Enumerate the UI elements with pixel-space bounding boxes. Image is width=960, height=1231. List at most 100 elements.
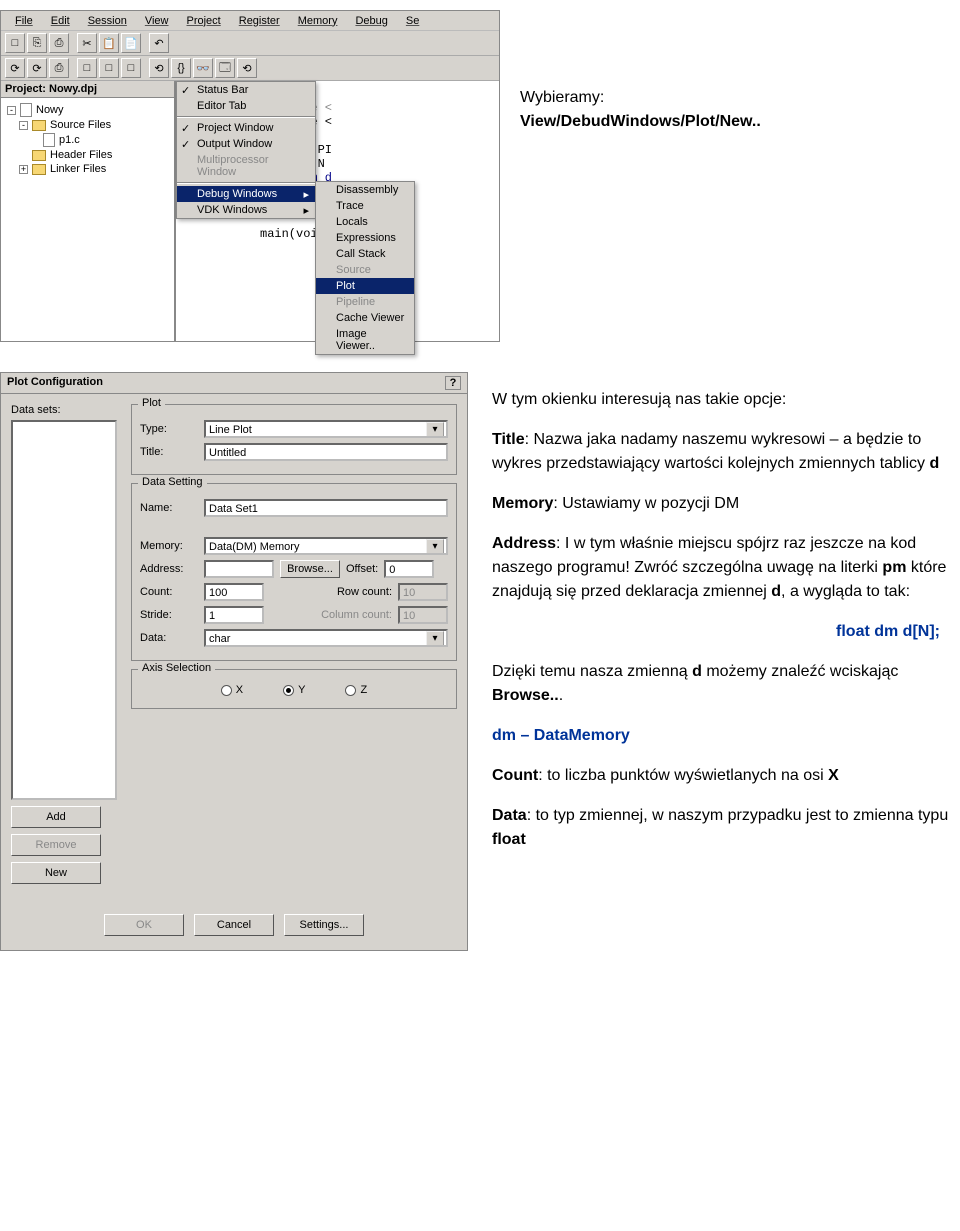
tb2-icon[interactable]: ⎙ bbox=[49, 58, 69, 78]
group-legend: Plot bbox=[138, 397, 165, 409]
text-line: Data: to typ zmiennej, w naszym przypadk… bbox=[492, 804, 960, 852]
tb2-icon[interactable]: ⟳ bbox=[27, 58, 47, 78]
settings-button[interactable]: Settings... bbox=[284, 914, 364, 936]
plot-config-dialog: Plot Configuration ? Data sets: Add Remo… bbox=[0, 372, 468, 951]
submenu-disassembly[interactable]: Disassembly bbox=[316, 182, 414, 198]
tree-header-files[interactable]: Header Files bbox=[3, 148, 172, 162]
radio-icon[interactable] bbox=[283, 685, 294, 696]
submenu-locals[interactable]: Locals bbox=[316, 214, 414, 230]
cancel-button[interactable]: Cancel bbox=[194, 914, 274, 936]
file-icon bbox=[43, 133, 55, 147]
address-input[interactable] bbox=[204, 560, 274, 578]
tree-p1c[interactable]: p1.c bbox=[3, 132, 172, 148]
tb-cut-icon[interactable]: ✂ bbox=[77, 33, 97, 53]
ide-window: File Edit Session View Project Register … bbox=[0, 10, 500, 342]
menu-view[interactable]: View bbox=[137, 13, 177, 29]
menu-memory[interactable]: Memory bbox=[290, 13, 346, 29]
menu-edit[interactable]: Edit bbox=[43, 13, 78, 29]
tree-root[interactable]: - Nowy bbox=[3, 102, 172, 118]
tb2-watch-icon[interactable]: 👓 bbox=[193, 58, 213, 78]
radio-icon[interactable] bbox=[345, 685, 356, 696]
menu-project[interactable]: Project bbox=[179, 13, 229, 29]
tree-linker-files[interactable]: + Linker Files bbox=[3, 162, 172, 176]
axis-x[interactable]: X bbox=[221, 684, 243, 696]
expander-icon[interactable]: + bbox=[19, 165, 28, 174]
tb2-icon[interactable]: □ bbox=[121, 58, 141, 78]
menu-debug-windows[interactable]: Debug Windows▸ bbox=[177, 186, 315, 202]
code-editor: Status Bar Editor Tab Project Window Out… bbox=[176, 81, 499, 341]
tb2-icon[interactable]: □ bbox=[77, 58, 97, 78]
expander-icon[interactable]: - bbox=[7, 106, 16, 115]
tb-new-icon[interactable]: □ bbox=[5, 33, 25, 53]
tb-save-icon[interactable]: ⎙ bbox=[49, 33, 69, 53]
tb2-window-icon[interactable]: 🗔 bbox=[215, 58, 235, 78]
stride-input[interactable]: 1 bbox=[204, 606, 264, 624]
submenu-pipeline: Pipeline bbox=[316, 294, 414, 310]
menu-status-bar[interactable]: Status Bar bbox=[177, 82, 315, 98]
name-label: Name: bbox=[140, 502, 198, 514]
tb-open-icon[interactable]: ⎘ bbox=[27, 33, 47, 53]
memory-combo[interactable]: Data(DM) Memory bbox=[204, 537, 448, 555]
title-input[interactable]: Untitled bbox=[204, 443, 448, 461]
expander-icon[interactable]: - bbox=[19, 121, 28, 130]
ok-button: OK bbox=[104, 914, 184, 936]
explanation-right: W tym okienku interesują nas takie opcje… bbox=[492, 372, 960, 868]
title-label: Title: bbox=[140, 446, 198, 458]
tree-source-files[interactable]: - Source Files bbox=[3, 118, 172, 132]
tree-label: Linker Files bbox=[50, 163, 106, 175]
menu-session[interactable]: Session bbox=[80, 13, 135, 29]
submenu-imageviewer[interactable]: Image Viewer.. bbox=[316, 326, 414, 354]
type-combo[interactable]: Line Plot bbox=[204, 420, 448, 438]
tree-label: p1.c bbox=[59, 134, 80, 146]
offset-input[interactable]: 0 bbox=[384, 560, 434, 578]
tb-copy-icon[interactable]: 📋 bbox=[99, 33, 119, 53]
data-combo[interactable]: char bbox=[204, 629, 448, 647]
project-tree: - Nowy - Source Files p1.c bbox=[1, 98, 174, 180]
submenu-source: Source bbox=[316, 262, 414, 278]
tb2-icon[interactable]: □ bbox=[99, 58, 119, 78]
radio-icon[interactable] bbox=[221, 685, 232, 696]
folder-icon bbox=[32, 120, 46, 131]
menu-debug[interactable]: Debug bbox=[347, 13, 395, 29]
menu-multiproc: Multiprocessor Window bbox=[177, 152, 315, 180]
dialog-titlebar: Plot Configuration ? bbox=[1, 373, 467, 394]
address-label: Address: bbox=[140, 563, 198, 575]
submenu-plot[interactable]: Plot bbox=[316, 278, 414, 294]
tb2-icon[interactable]: ⟳ bbox=[5, 58, 25, 78]
menu-vdk-windows[interactable]: VDK Windows▸ bbox=[177, 202, 315, 218]
data-sets-listbox[interactable] bbox=[11, 420, 117, 800]
submenu-callstack[interactable]: Call Stack bbox=[316, 246, 414, 262]
add-button[interactable]: Add bbox=[11, 806, 101, 828]
help-icon[interactable]: ? bbox=[445, 376, 461, 390]
tb-paste-icon[interactable]: 📄 bbox=[121, 33, 141, 53]
menu-project-window[interactable]: Project Window bbox=[177, 120, 315, 136]
stride-label: Stride: bbox=[140, 609, 198, 621]
colcount-label: Column count: bbox=[321, 609, 392, 621]
data-sets-label: Data sets: bbox=[11, 404, 121, 416]
tb-undo-icon[interactable]: ↶ bbox=[149, 33, 169, 53]
browse-button[interactable]: Browse... bbox=[280, 560, 340, 578]
text-line: Memory: Ustawiamy w pozycji DM bbox=[492, 492, 960, 516]
name-input[interactable]: Data Set1 bbox=[204, 499, 448, 517]
count-input[interactable]: 100 bbox=[204, 583, 264, 601]
submenu-expressions[interactable]: Expressions bbox=[316, 230, 414, 246]
submenu-trace[interactable]: Trace bbox=[316, 198, 414, 214]
plot-group: Plot Type: Line Plot Title: Untitled bbox=[131, 404, 457, 475]
text-line: W tym okienku interesują nas takie opcje… bbox=[492, 388, 960, 412]
text-line: dm – DataMemory bbox=[492, 724, 960, 748]
menu-editor-tab[interactable]: Editor Tab bbox=[177, 98, 315, 114]
submenu-cacheviewer[interactable]: Cache Viewer bbox=[316, 310, 414, 326]
new-button[interactable]: New bbox=[11, 862, 101, 884]
menu-output-window[interactable]: Output Window bbox=[177, 136, 315, 152]
menu-register[interactable]: Register bbox=[231, 13, 288, 29]
tb2-icon[interactable]: ⟲ bbox=[237, 58, 257, 78]
tb2-icon[interactable]: ⟲ bbox=[149, 58, 169, 78]
tree-label: Header Files bbox=[50, 149, 112, 161]
menu-file[interactable]: File bbox=[7, 13, 41, 29]
axis-z[interactable]: Z bbox=[345, 684, 367, 696]
menu-more[interactable]: Se bbox=[398, 13, 427, 29]
project-tab[interactable]: Project: Nowy.dpj bbox=[1, 81, 174, 98]
axis-y[interactable]: Y bbox=[283, 684, 305, 696]
code-sample: float dm d[N]; bbox=[492, 620, 960, 644]
tb2-braces-icon[interactable]: {} bbox=[171, 58, 191, 78]
